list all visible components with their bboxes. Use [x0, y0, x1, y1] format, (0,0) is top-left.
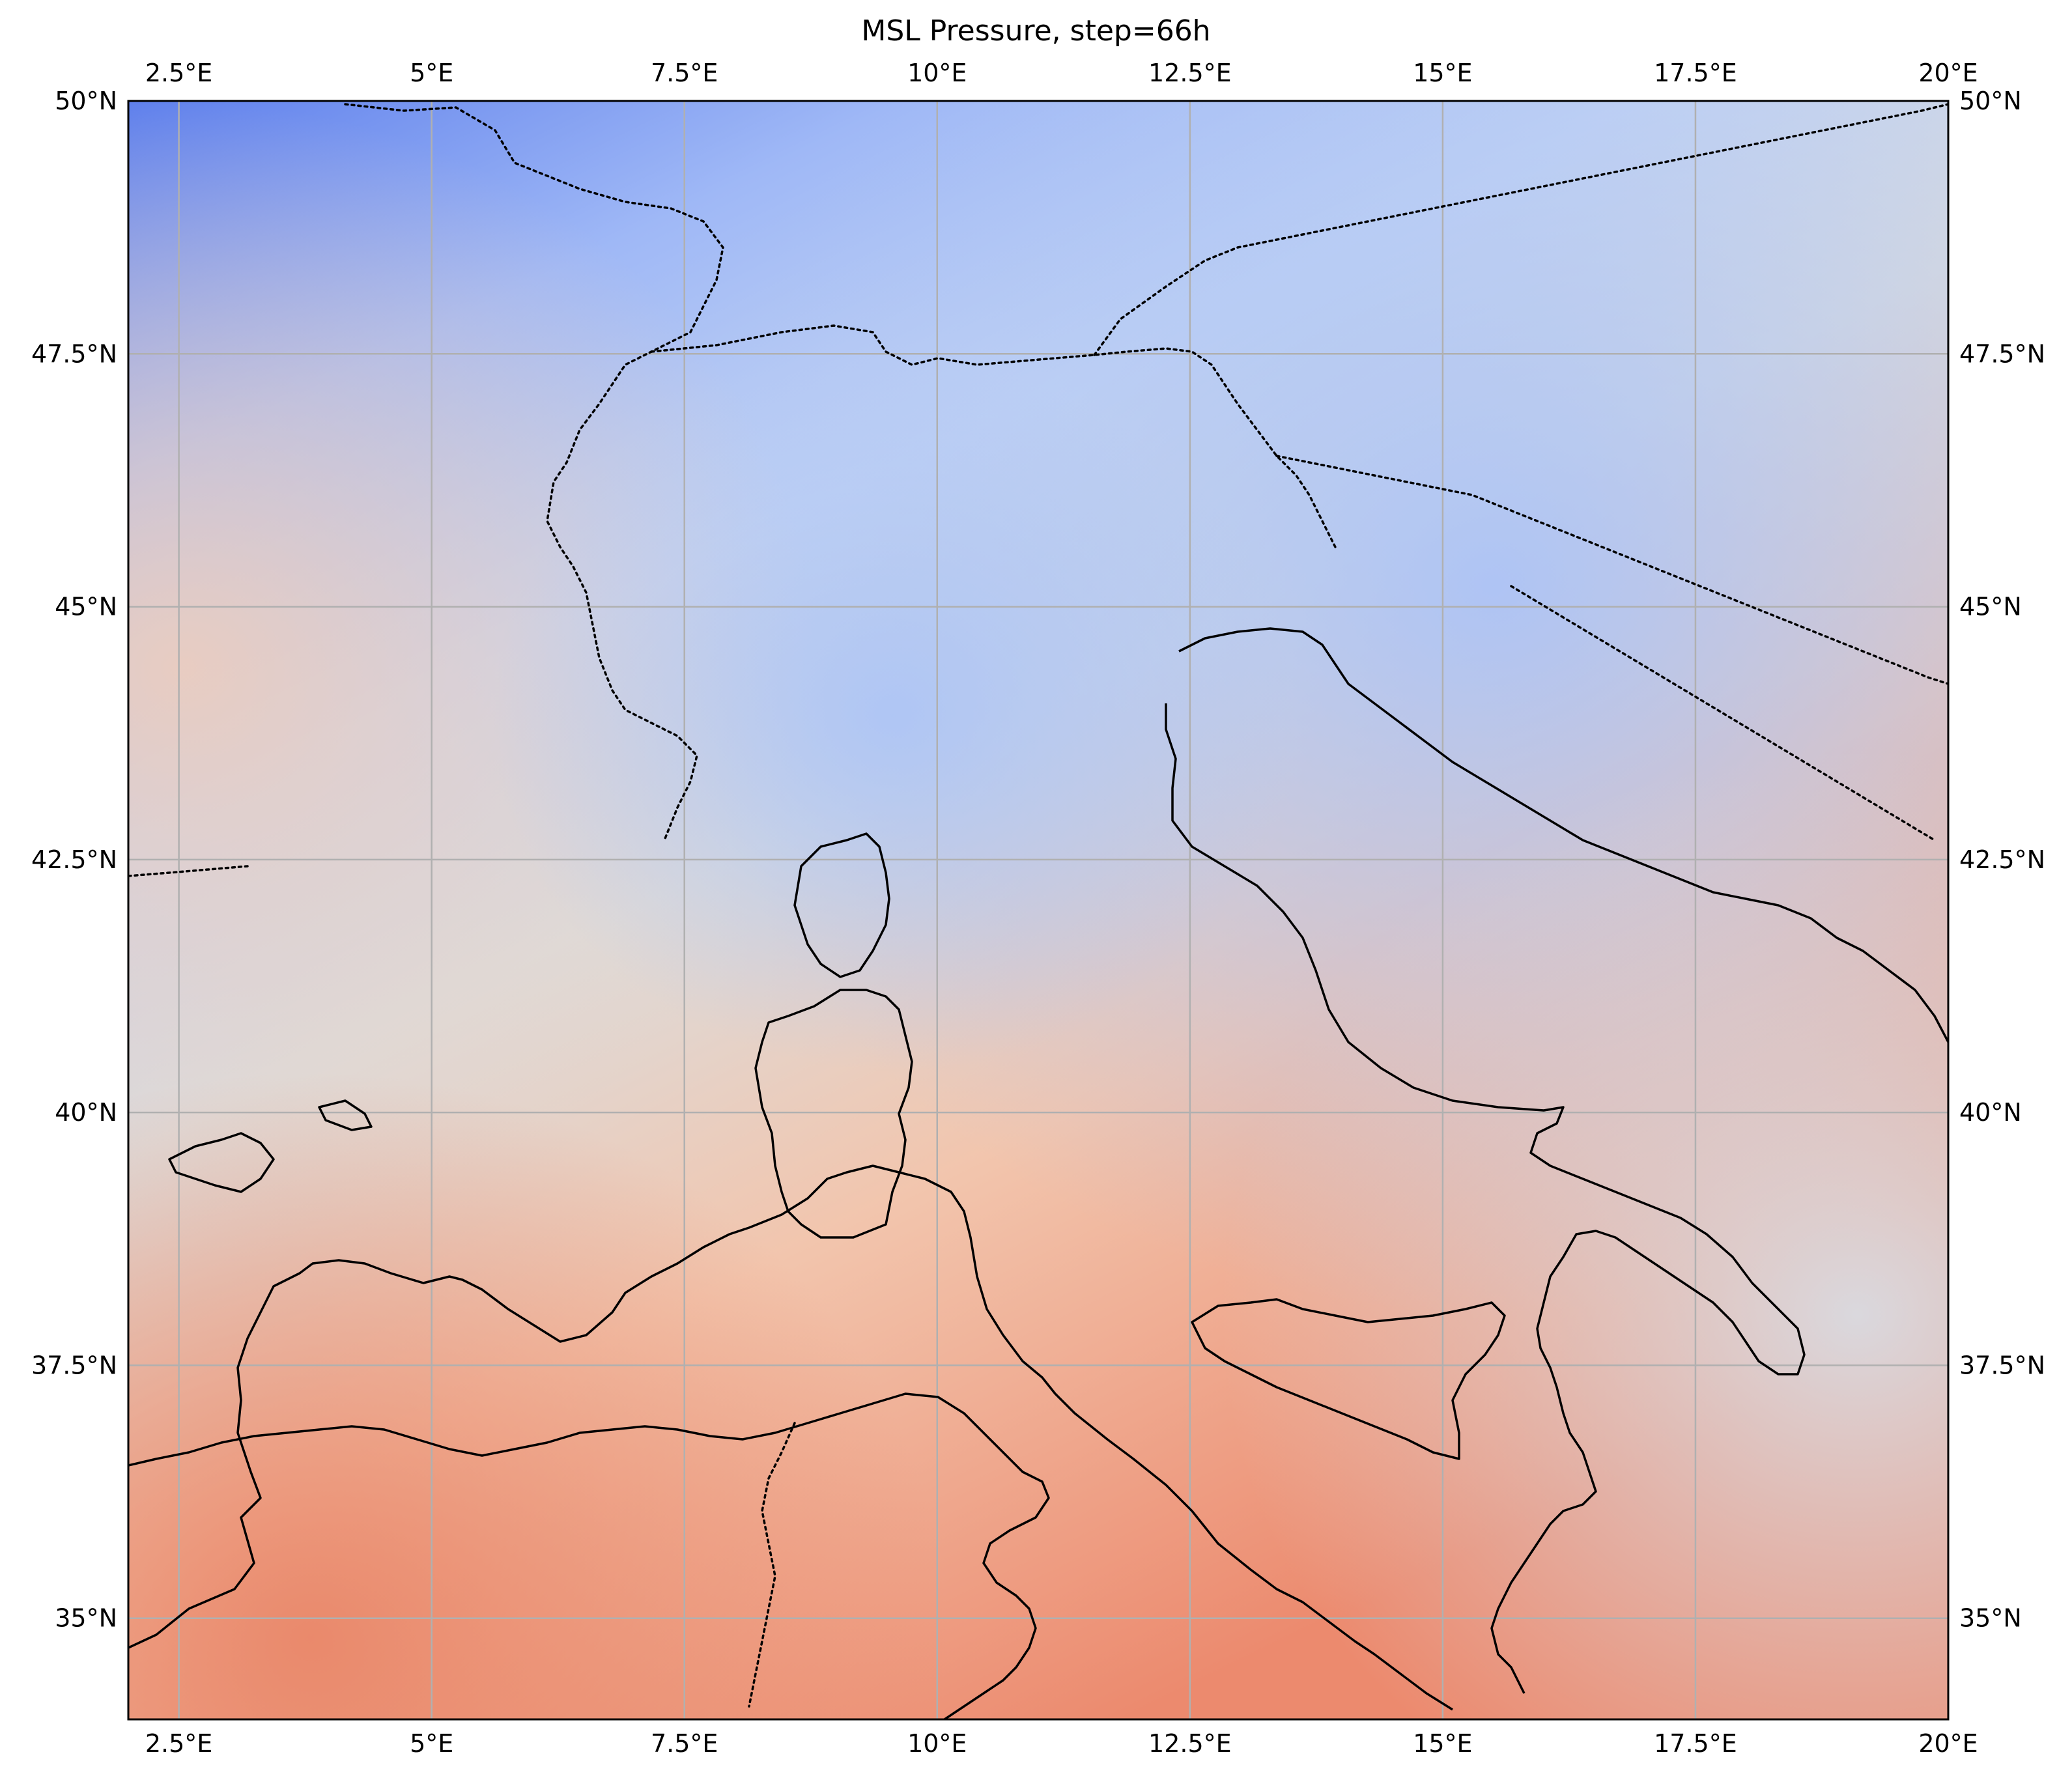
- border-algeria-tunisia: [748, 1422, 796, 1708]
- lon-tick-labels-bottom: 2.5°E 5°E 7.5°E 10°E 12.5°E 15°E 17.5°E 20°E: [145, 1729, 1978, 1758]
- coast-sardinia: [754, 989, 913, 1239]
- lat-tick-labels-left: 50°N 47.5°N 45°N 42.5°N 40°N 37.5°N 35°N: [31, 87, 117, 1633]
- lon-tick-bottom-7: 20°E: [1918, 1729, 1978, 1758]
- lat-tick-left-0: 50°N: [55, 87, 117, 115]
- lat-tick-left-5: 37.5°N: [31, 1351, 117, 1379]
- border-austria-north: [1093, 103, 1948, 356]
- lon-tick-bottom-4: 12.5°E: [1148, 1729, 1232, 1758]
- lon-tick-bottom-1: 5°E: [410, 1729, 453, 1758]
- lon-tick-top-7: 20°E: [1918, 59, 1978, 87]
- lon-tick-top-0: 2.5°E: [145, 59, 212, 87]
- lon-tick-top-4: 12.5°E: [1148, 59, 1232, 87]
- lat-tick-right-2: 45°N: [1959, 593, 2022, 621]
- border-france-spain: [128, 865, 249, 877]
- lon-tick-bottom-6: 17.5°E: [1654, 1729, 1737, 1758]
- lon-tick-bottom-0: 2.5°E: [145, 1729, 212, 1758]
- border-bosnia: [1510, 585, 1936, 841]
- coastlines: [128, 627, 1948, 1719]
- coast-italy-adriatic: [1165, 703, 1806, 1694]
- lat-tick-right-1: 47.5°N: [1959, 339, 2045, 368]
- lon-tick-bottom-3: 10°E: [907, 1729, 967, 1758]
- lat-tick-left-3: 42.5°N: [31, 845, 117, 874]
- lon-tick-top-3: 10°E: [907, 59, 967, 87]
- border-alps: [650, 324, 1337, 548]
- border-slovenia-croatia: [1275, 455, 1948, 685]
- lat-tick-right-4: 40°N: [1959, 1098, 2022, 1127]
- lon-tick-top-5: 15°E: [1413, 59, 1472, 87]
- border-france-switzerland: [344, 103, 724, 841]
- coast-menorca: [318, 1099, 373, 1131]
- lat-tick-labels-right: 50°N 47.5°N 45°N 42.5°N 40°N 37.5°N 35°N: [1959, 87, 2045, 1633]
- coast-corsica: [793, 832, 890, 978]
- lon-tick-top-6: 17.5°E: [1654, 59, 1737, 87]
- coast-north-africa: [128, 1392, 1050, 1719]
- pressure-field: [128, 101, 1948, 1719]
- lat-tick-left-6: 35°N: [55, 1604, 117, 1633]
- map-frame: [127, 100, 1950, 1721]
- lat-tick-right-6: 35°N: [1959, 1604, 2022, 1633]
- coast-mallorca: [168, 1132, 275, 1193]
- lat-tick-right-3: 42.5°N: [1959, 845, 2045, 874]
- lon-tick-top-2: 7.5°E: [651, 59, 718, 87]
- map-title: MSL Pressure, step=66h: [861, 14, 1211, 48]
- country-borders: [128, 103, 1948, 1708]
- lon-tick-bottom-5: 15°E: [1413, 1729, 1472, 1758]
- coast-sicily: [1191, 1298, 1506, 1460]
- lon-tick-labels-top: 2.5°E 5°E 7.5°E 10°E 12.5°E 15°E 17.5°E 20°E: [145, 59, 1978, 87]
- lat-tick-left-1: 47.5°N: [31, 339, 117, 368]
- lat-tick-right-5: 37.5°N: [1959, 1351, 2045, 1379]
- coast-france-italy: [128, 1164, 1453, 1711]
- graticule: [128, 101, 1948, 1719]
- lon-tick-top-1: 5°E: [410, 59, 453, 87]
- lon-tick-bottom-2: 7.5°E: [651, 1729, 718, 1758]
- coast-balkans: [1178, 627, 1948, 1043]
- lat-tick-left-2: 45°N: [55, 593, 117, 621]
- lat-tick-right-0: 50°N: [1959, 87, 2022, 115]
- lat-tick-left-4: 40°N: [55, 1098, 117, 1127]
